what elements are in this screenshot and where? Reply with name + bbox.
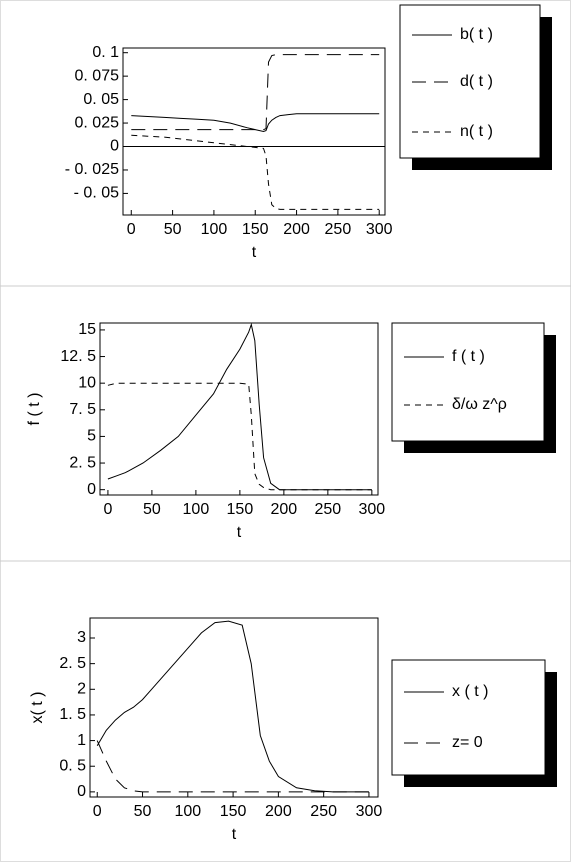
- x-tick-label: 300: [366, 221, 393, 238]
- y-tick-label: 2. 5: [59, 655, 86, 672]
- x-tick-label: 250: [310, 803, 337, 820]
- x-tick-label: 100: [183, 501, 210, 518]
- x-tick-label: 200: [265, 803, 292, 820]
- legend-label: z= 0: [452, 734, 483, 751]
- y-tick-label: 0: [110, 138, 119, 155]
- series-line: [96, 740, 369, 793]
- x-tick-label: 100: [201, 221, 228, 238]
- x-tick-label: 200: [271, 501, 298, 518]
- legend: [391, 322, 545, 442]
- y-tick-label: 3: [77, 629, 86, 646]
- y-tick-label: 1. 5: [59, 706, 86, 723]
- y-tick-label: 0. 1: [92, 44, 119, 61]
- x-tick-label: 150: [227, 501, 254, 518]
- series-line: [131, 54, 380, 131]
- y-axis-label: f ( t ): [26, 393, 43, 426]
- x-tick-label: 50: [143, 501, 161, 518]
- x-tick-label: 0: [127, 221, 136, 238]
- x-tick-label: 0: [93, 803, 102, 820]
- y-tick-label: 0. 075: [75, 67, 120, 84]
- y-axis-label: x( t ): [29, 692, 46, 724]
- series-line: [131, 113, 380, 133]
- series-line: [107, 382, 372, 491]
- legend-label: x ( t ): [452, 683, 488, 700]
- x-axis-label: t: [252, 244, 257, 261]
- x-tick-label: 250: [315, 501, 342, 518]
- y-tick-label: 5: [87, 428, 96, 445]
- y-tick-label: 0: [87, 481, 96, 498]
- y-tick-label: - 0. 025: [65, 161, 119, 178]
- y-tick-label: - 0. 05: [74, 185, 119, 202]
- series-line: [96, 620, 369, 793]
- y-tick-label: 15: [78, 321, 96, 338]
- x-tick-label: 250: [325, 221, 352, 238]
- plot-area: [89, 617, 379, 798]
- x-tick-label: 50: [134, 803, 152, 820]
- x-tick-label: 300: [358, 501, 385, 518]
- legend-label: b( t ): [460, 26, 493, 43]
- x-tick-label: 100: [174, 803, 201, 820]
- legend-label: δ/ω z^ρ: [452, 396, 507, 413]
- series-line: [107, 322, 372, 491]
- y-tick-label: 10: [78, 374, 96, 391]
- y-tick-label: 0. 025: [75, 114, 120, 131]
- y-tick-label: 12. 5: [60, 348, 96, 365]
- x-axis-label: t: [237, 524, 242, 541]
- y-tick-label: 0: [77, 783, 86, 800]
- y-tick-label: 0. 05: [83, 91, 119, 108]
- x-tick-label: 200: [283, 221, 310, 238]
- y-tick-label: 2: [77, 681, 86, 698]
- legend-label: f ( t ): [452, 348, 485, 365]
- y-tick-label: 2. 5: [69, 454, 96, 471]
- plot-area: [122, 47, 386, 216]
- x-tick-label: 150: [242, 221, 269, 238]
- series-line: [131, 134, 380, 210]
- y-tick-label: 1: [77, 732, 86, 749]
- x-tick-label: 0: [103, 501, 112, 518]
- plot-area: [99, 322, 379, 496]
- y-tick-label: 7. 5: [69, 401, 96, 418]
- x-axis-label: t: [232, 826, 237, 843]
- x-tick-label: 150: [220, 803, 247, 820]
- y-tick-label: 0. 5: [59, 757, 86, 774]
- legend-label: d( t ): [460, 73, 493, 90]
- x-tick-label: 300: [356, 803, 383, 820]
- legend: [391, 659, 546, 776]
- legend-label: n( t ): [460, 123, 493, 140]
- x-tick-label: 50: [164, 221, 182, 238]
